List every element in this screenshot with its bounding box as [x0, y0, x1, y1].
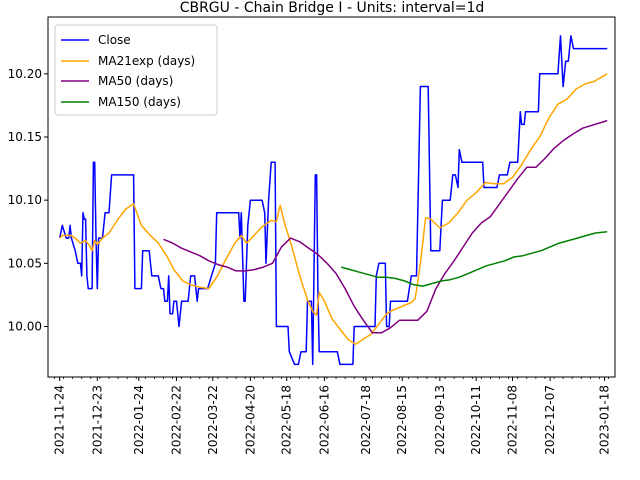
series-line-ma150-days	[341, 230, 608, 287]
y-axis: 10.00 10.05 10.10 10.15 10.20	[8, 67, 48, 333]
legend-label-close: Close	[98, 33, 131, 47]
x-axis: 2021-11-24 2021-12-23 2022-01-24 2022-02-22…	[53, 377, 612, 455]
x-tick-label: 2022-07-18	[359, 385, 373, 455]
x-tick-label: 2021-11-24	[53, 385, 67, 455]
x-tick-label: 2023-01-18	[598, 385, 612, 455]
x-tick-label: 2022-06-16	[317, 385, 331, 455]
x-tick-label: 2021-12-23	[90, 385, 104, 455]
x-tick-label: 2022-01-24	[132, 385, 146, 455]
x-tick-label: 2022-04-20	[243, 385, 257, 455]
x-tick-label: 2022-02-22	[169, 385, 183, 455]
x-tick-label: 2022-10-11	[469, 385, 483, 455]
x-tick-label: 2022-03-22	[206, 385, 220, 455]
series-line-ma21exp-days	[59, 73, 608, 345]
x-tick-label: 2022-05-18	[280, 385, 294, 455]
y-tick-label: 10.15	[8, 130, 42, 144]
y-tick-label: 10.20	[8, 67, 42, 81]
series-layer	[58, 35, 608, 366]
legend-box	[54, 24, 218, 116]
y-tick-label: 10.10	[8, 193, 42, 207]
legend-label-ma21exp: MA21exp (days)	[98, 54, 195, 68]
chart-title: CBRGU - Chain Bridge I - Units: interval…	[180, 0, 485, 16]
legend: Close MA21exp (days) MA50 (days) MA150 (…	[54, 24, 218, 116]
x-tick-label: 2022-12-07	[543, 385, 557, 455]
series-line-ma50-days	[163, 119, 608, 334]
plot-frame	[47, 16, 616, 378]
legend-label-ma150: MA150 (days)	[98, 95, 181, 109]
x-tick-label: 2022-11-08	[505, 385, 519, 455]
legend-label-ma50: MA50 (days)	[98, 74, 173, 88]
y-tick-label: 10.00	[8, 319, 42, 333]
x-tick-label: 2022-08-15	[395, 385, 409, 455]
x-tick-label: 2022-09-13	[433, 385, 447, 455]
y-tick-label: 10.05	[8, 256, 42, 270]
